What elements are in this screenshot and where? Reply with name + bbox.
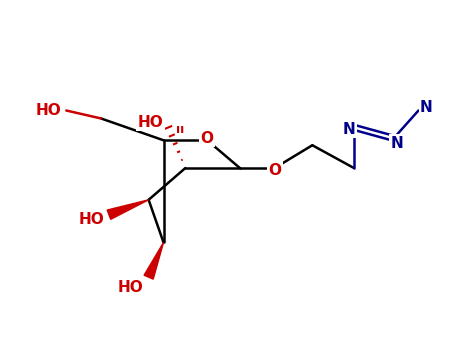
- Polygon shape: [107, 200, 149, 219]
- Polygon shape: [144, 243, 163, 279]
- Text: O: O: [268, 162, 281, 177]
- Text: HO: HO: [118, 280, 144, 295]
- Text: HO: HO: [35, 103, 61, 118]
- Text: N: N: [390, 136, 403, 151]
- Text: ıı: ıı: [177, 123, 185, 136]
- Text: HO: HO: [138, 115, 163, 130]
- Text: N: N: [343, 122, 355, 137]
- Text: N: N: [420, 100, 433, 115]
- Text: O: O: [201, 131, 214, 146]
- Text: HO: HO: [78, 212, 104, 227]
